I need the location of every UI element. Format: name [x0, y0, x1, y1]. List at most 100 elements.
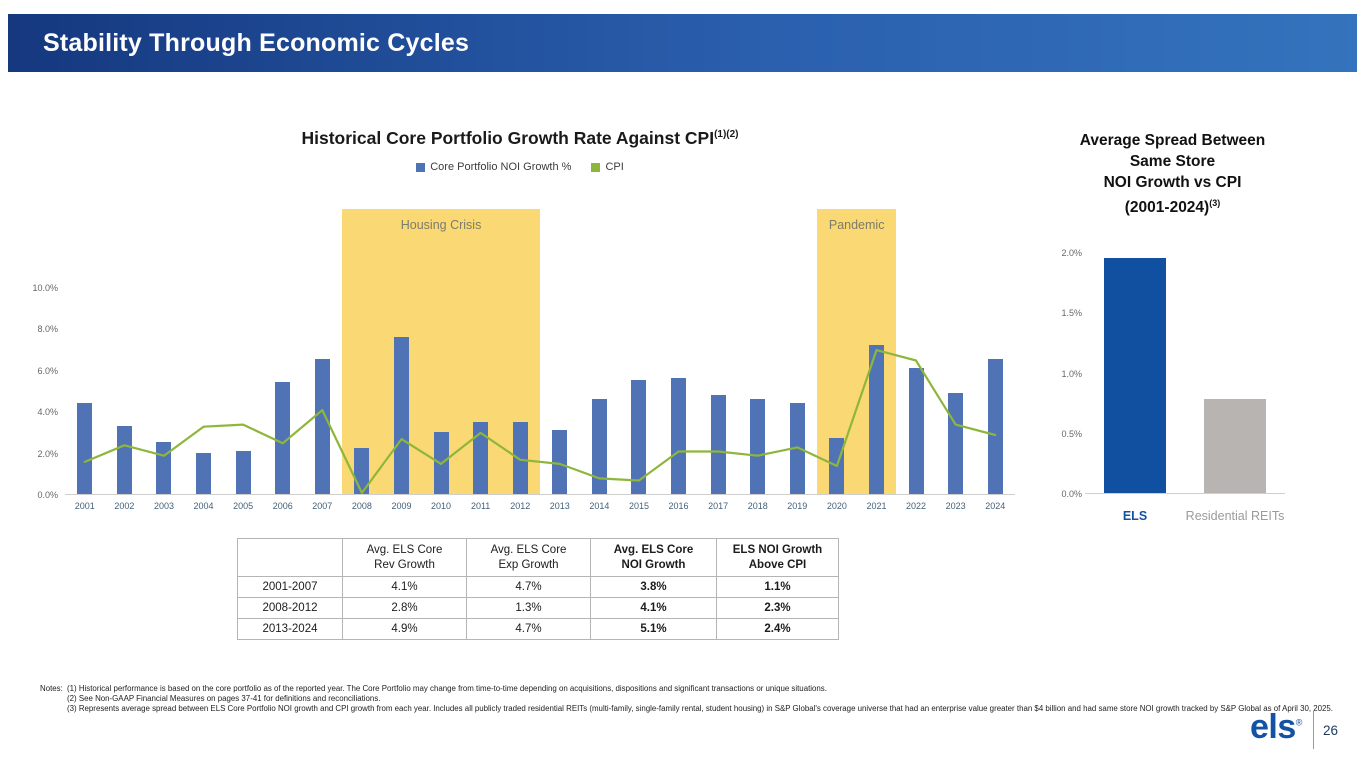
noi-growth-bar-2017	[710, 394, 726, 494]
legend-item-cpi: CPI	[591, 161, 624, 173]
table-cell: 4.9%	[342, 618, 467, 640]
table-header: Avg. ELS Core Exp Growth	[466, 538, 591, 577]
x-axis-label: 2010	[431, 501, 452, 511]
x-axis-label: 2005	[233, 501, 254, 511]
page-number: 26	[1323, 723, 1339, 738]
noi-growth-bar-2007	[314, 359, 330, 494]
x-axis-label: 2023	[945, 501, 966, 511]
x-axis-label: 2009	[391, 501, 412, 511]
x-axis-label: 2018	[747, 501, 768, 511]
table-cell: 4.7%	[466, 618, 591, 640]
table-cell: 3.8%	[590, 576, 717, 598]
noi-growth-bar-2005	[235, 450, 251, 494]
notes-label: Notes:	[40, 684, 63, 693]
table-cell: 1.1%	[716, 576, 839, 598]
noi-growth-bar-2022	[908, 367, 924, 494]
main-chart-title: Historical Core Portfolio Growth Rate Ag…	[160, 128, 880, 149]
x-axis-label: 2012	[510, 501, 531, 511]
side-chart-title-superscript: (3)	[1209, 198, 1221, 208]
slide-header: Stability Through Economic Cycles	[8, 14, 1357, 72]
table-header: Avg. ELS Core NOI Growth	[590, 538, 717, 577]
x-axis-label: 2019	[787, 501, 808, 511]
table-cell: 1.3%	[466, 597, 591, 619]
x-axis-label: 2006	[272, 501, 293, 511]
x-axis-label: 2002	[114, 501, 135, 511]
noi-growth-bar-2001	[77, 402, 93, 494]
noi-growth-bar-2024	[987, 359, 1003, 494]
main-chart-y-axis: 0.0% 2.0% 4.0% 6.0% 8.0% 10.0%	[14, 209, 58, 500]
main-chart-title-superscript: (1)(2)	[714, 129, 739, 141]
spread-bar-els	[1104, 258, 1166, 493]
note-row: Notes: (1) Historical performance is base…	[40, 684, 1345, 694]
spread-chart-category-labels: ELS Residential REITs	[1085, 509, 1285, 525]
x-axis-label: 2011	[470, 501, 491, 511]
spread-chart-y-axis: 0.0% 0.5% 1.0% 1.5% 2.0%	[1040, 248, 1082, 499]
summary-table-wrap: Avg. ELS Core Rev Growth Avg. ELS Core Ex…	[237, 538, 839, 640]
x-axis-label: 2024	[985, 501, 1006, 511]
els-logo-text: els	[1250, 708, 1296, 746]
main-chart-x-axis: 2001 2002 2003 2004 2005 2006 2007 2008 2009 2010…	[65, 501, 1015, 513]
legend-label-noi-growth: Core Portfolio NOI Growth %	[430, 161, 572, 173]
x-axis-label: 2021	[866, 501, 887, 511]
y-axis-label: 8.0%	[37, 324, 58, 335]
noi-growth-bar-2018	[750, 398, 766, 494]
noi-growth-bar-2014	[591, 398, 607, 494]
y-axis-label: 0.0%	[37, 490, 58, 500]
registered-mark-icon: ®	[1295, 717, 1303, 728]
noi-growth-bar-2002	[116, 425, 132, 494]
x-axis-label: 2020	[826, 501, 847, 511]
y-axis-label: 0.5%	[1061, 428, 1082, 439]
noi-growth-bar-2021	[868, 344, 884, 494]
side-chart-title-line: Same Store	[1129, 153, 1216, 170]
table-header: ELS NOI Growth Above CPI	[716, 538, 839, 577]
row-label: 2013-2024	[237, 618, 343, 640]
x-axis-label: 2016	[668, 501, 689, 511]
table-row: 2001-2007 4.1% 4.7% 3.8% 1.1%	[237, 576, 839, 598]
noi-growth-bar-2011	[473, 421, 489, 494]
note-text: (2) See Non-GAAP Financial Measures on p…	[67, 693, 381, 703]
note-row: (3) Represents average spread between EL…	[40, 704, 1345, 714]
noi-growth-bar-2012	[512, 421, 528, 494]
x-axis-label: 2003	[153, 501, 174, 511]
note-text: (1) Historical performance is based on t…	[67, 684, 827, 693]
noi-growth-bar-2013	[552, 429, 568, 494]
noi-growth-bar-2009	[393, 336, 409, 494]
noi-growth-swatch-icon	[416, 162, 426, 172]
y-axis-label: 2.0%	[1061, 248, 1082, 258]
band-label: Pandemic	[828, 218, 885, 232]
table-header: Avg. ELS Core Rev Growth	[342, 538, 467, 577]
x-axis-label: 2008	[351, 501, 372, 511]
table-cell: 2.8%	[342, 597, 467, 619]
x-axis-label: 2017	[708, 501, 729, 511]
main-chart-title-text: Historical Core Portfolio Growth Rate Ag…	[301, 128, 715, 148]
x-axis-label: 2013	[549, 501, 570, 511]
x-axis-label: 2007	[312, 501, 333, 511]
x-axis-label: 2015	[628, 501, 649, 511]
legend-item-noi-growth: Core Portfolio NOI Growth %	[416, 161, 571, 173]
y-axis-label: 1.0%	[1061, 368, 1082, 379]
table-cell: 4.1%	[590, 597, 717, 619]
note-text: (3) Represents average spread between EL…	[67, 703, 1333, 713]
x-axis-label: 2001	[74, 501, 95, 511]
row-label: 2008-2012	[237, 597, 343, 619]
table-header	[237, 538, 343, 577]
cpi-swatch-icon	[591, 162, 601, 172]
table-cell: 2.3%	[716, 597, 839, 619]
category-label-els: ELS	[1122, 509, 1148, 523]
side-chart-title-line: NOI Growth vs CPI	[1103, 174, 1242, 191]
table-cell: 5.1%	[590, 618, 717, 640]
cpi-line	[83, 349, 997, 494]
noi-growth-bar-2015	[631, 380, 647, 494]
noi-growth-bar-2006	[275, 382, 291, 494]
y-axis-label: 6.0%	[37, 365, 58, 376]
y-axis-label: 0.0%	[1061, 489, 1082, 499]
footnotes: Notes: (1) Historical performance is base…	[40, 684, 1345, 714]
side-chart-title: Average Spread Between Same Store NOI Gr…	[1040, 130, 1305, 218]
noi-growth-bar-2016	[671, 378, 687, 494]
spread-chart-plot	[1085, 253, 1285, 494]
table-cell: 2.4%	[716, 618, 839, 640]
note-row: (2) See Non-GAAP Financial Measures on p…	[40, 694, 1345, 704]
table-row: 2013-2024 4.9% 4.7% 5.1% 2.4%	[237, 618, 839, 640]
row-label: 2001-2007	[237, 576, 343, 598]
